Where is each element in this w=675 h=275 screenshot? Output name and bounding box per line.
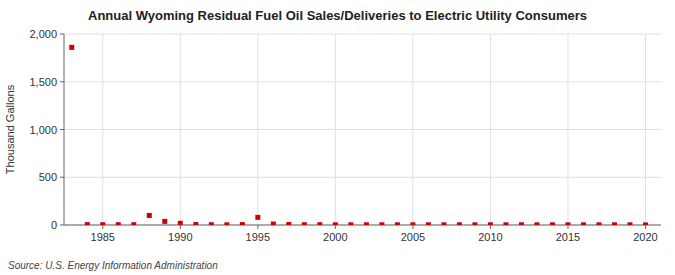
x-tick-label: 1990 <box>168 231 192 243</box>
point <box>643 222 648 225</box>
point <box>364 222 369 225</box>
grid-line <box>412 34 413 225</box>
background <box>0 0 675 275</box>
chart: 1985 1990 1995 2000 2005 2010 2015 2020 0 500 1,00… <box>0 0 675 275</box>
x-tick-label: 1995 <box>246 231 270 243</box>
y-tick <box>60 129 64 130</box>
point <box>488 222 493 225</box>
y-tick-label: 1,000 <box>29 124 57 136</box>
x-tick <box>412 225 413 229</box>
point <box>116 222 121 225</box>
point <box>209 222 214 225</box>
point <box>441 222 446 225</box>
point <box>302 222 307 225</box>
point <box>69 45 74 50</box>
x-tick-label: 2005 <box>401 231 425 243</box>
point <box>612 222 617 225</box>
y-tick <box>60 225 64 226</box>
x-tick-label: 2020 <box>633 231 657 243</box>
grid-line <box>335 34 336 225</box>
point <box>519 222 524 225</box>
y-tick-label: 0 <box>51 219 57 231</box>
grid-line <box>102 34 103 225</box>
point <box>550 222 555 225</box>
grid-line <box>645 34 646 225</box>
point <box>162 219 167 224</box>
y-axis-label: Thousand Gallons <box>4 84 16 174</box>
x-axis-line <box>64 225 661 226</box>
x-tick <box>490 225 491 229</box>
y-tick <box>60 81 64 82</box>
x-tick <box>257 225 258 229</box>
point <box>503 222 508 225</box>
point <box>85 222 90 225</box>
y-tick-label: 1,500 <box>29 76 57 88</box>
axes: 1985 1990 1995 2000 2005 2010 2015 2020 0 500 1,00… <box>29 28 661 243</box>
x-tick-label: 2010 <box>478 231 502 243</box>
point <box>100 222 105 225</box>
grid-line <box>490 34 491 225</box>
point <box>131 222 136 225</box>
x-tick-label: 2015 <box>556 231 580 243</box>
point <box>317 222 322 225</box>
x-tick <box>102 225 103 229</box>
point <box>286 222 291 225</box>
grid-line <box>64 34 661 35</box>
point <box>472 222 477 225</box>
point <box>410 222 415 225</box>
grid-line <box>180 34 181 225</box>
point <box>147 213 152 218</box>
x-tick-label: 1985 <box>91 231 115 243</box>
y-tick <box>60 177 64 178</box>
grid-line <box>64 81 661 82</box>
point <box>193 222 198 225</box>
point <box>596 222 601 225</box>
x-tick <box>335 225 336 229</box>
grid-line <box>257 34 258 225</box>
grid-line <box>567 34 568 225</box>
points <box>69 45 648 225</box>
point <box>457 222 462 225</box>
annotation: Source: U.S. Energy Information Administ… <box>8 260 218 271</box>
y-tick <box>60 34 64 35</box>
point <box>224 222 229 225</box>
grid <box>64 34 661 225</box>
grid-line <box>64 225 661 226</box>
point <box>565 222 570 225</box>
grid-line <box>64 129 661 130</box>
point <box>379 222 384 225</box>
point <box>627 222 632 225</box>
x-tick <box>180 225 181 229</box>
x-tick <box>645 225 646 229</box>
x-tick <box>567 225 568 229</box>
title: Annual Wyoming Residual Fuel Oil Sales/D… <box>88 8 587 23</box>
point <box>271 222 276 225</box>
y-tick-label: 500 <box>39 171 57 183</box>
point <box>333 222 338 225</box>
point <box>534 222 539 225</box>
point <box>395 222 400 225</box>
x-tick-label: 2000 <box>323 231 347 243</box>
point <box>348 222 353 225</box>
y-tick-label: 2,000 <box>29 28 57 40</box>
point <box>240 222 245 225</box>
point <box>581 222 586 225</box>
point <box>255 215 260 220</box>
point <box>178 221 183 225</box>
grid-line <box>64 177 661 178</box>
point <box>426 222 431 225</box>
